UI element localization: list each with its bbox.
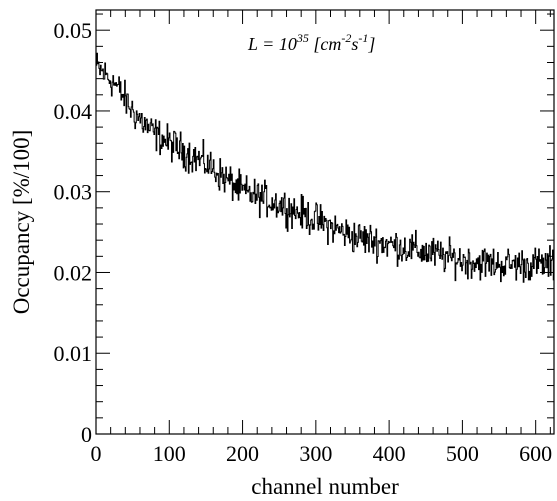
y-tick-label: 0.04 — [54, 99, 93, 124]
x-tick-label: 600 — [519, 441, 552, 466]
y-tick-label: 0 — [81, 422, 92, 447]
y-tick-label: 0.02 — [54, 260, 93, 285]
y-tick-label: 0.05 — [54, 18, 93, 43]
occupancy-series-line — [96, 52, 554, 283]
x-tick-label: 100 — [153, 441, 186, 466]
y-tick-label: 0.03 — [54, 180, 93, 205]
y-axis-title: Occupancy [%/100] — [9, 130, 34, 315]
plot-area — [95, 9, 555, 435]
x-tick-label: 0 — [91, 441, 102, 466]
x-tick-label: 500 — [446, 441, 479, 466]
y-tick-label: 0.01 — [54, 341, 93, 366]
axis-ticks — [95, 10, 554, 435]
x-axis-title: channel number — [251, 474, 399, 499]
x-tick-label: 200 — [226, 441, 259, 466]
luminosity-annotation: L = 1035 [cm-2s-1] — [247, 31, 375, 54]
plot-frame — [95, 9, 555, 435]
x-tick-label: 300 — [299, 441, 332, 466]
tick-labels: 0 100 200 300 400 500 600 0 0.01 0.02 0.03 0.04 0.05 — [54, 18, 553, 466]
x-tick-label: 400 — [373, 441, 406, 466]
